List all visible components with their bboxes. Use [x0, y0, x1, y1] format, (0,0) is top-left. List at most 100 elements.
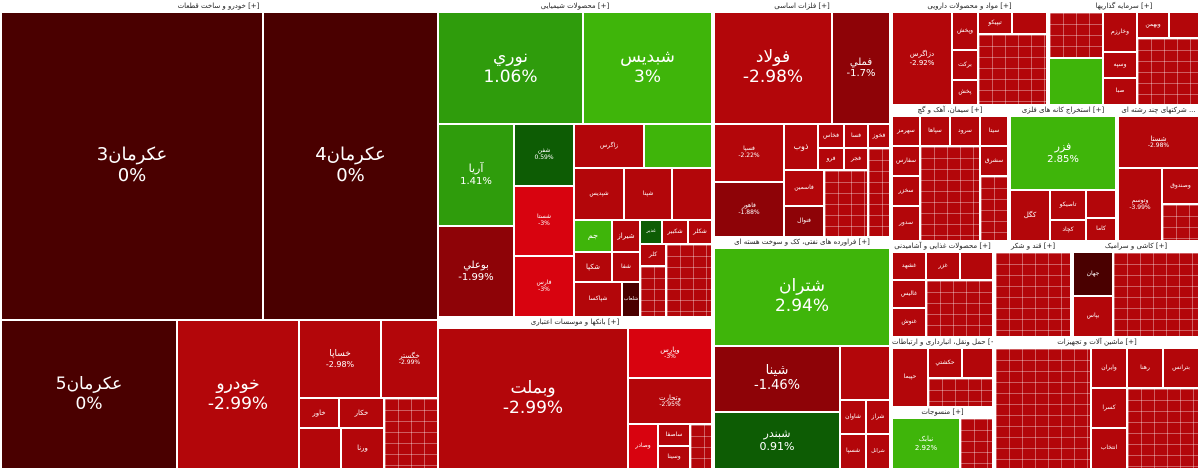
- stock-tile[interactable]: شکپا: [574, 252, 612, 282]
- stock-tile[interactable]: سدور: [892, 206, 920, 241]
- small-stocks-group[interactable]: [1127, 388, 1199, 468]
- small-stocks-group[interactable]: [824, 170, 868, 237]
- stock-tile[interactable]: عکرمان4 0%: [263, 12, 438, 320]
- stock-tile[interactable]: رهنا: [1127, 348, 1163, 388]
- stock-tile[interactable]: خکار: [339, 398, 384, 428]
- stock-tile[interactable]: کچاد: [1050, 220, 1086, 241]
- stock-tile[interactable]: جم: [574, 220, 612, 252]
- stock-tile[interactable]: ورنا: [341, 428, 384, 468]
- stock-tile[interactable]: شفا: [612, 252, 640, 282]
- stock-tile[interactable]: [960, 252, 993, 280]
- stock-tile[interactable]: وپخش: [952, 12, 978, 50]
- stock-tile[interactable]: غدير: [640, 220, 662, 244]
- stock-tile[interactable]: شاوان: [840, 400, 866, 434]
- sector-title[interactable]: منسوجات [+]: [892, 407, 993, 418]
- stock-tile[interactable]: وبملت -2.99%: [438, 328, 628, 468]
- stock-tile[interactable]: ذوب: [784, 124, 818, 170]
- sector-title[interactable]: بانکها و موسسات اعتباری [+]: [438, 317, 712, 328]
- stock-tile[interactable]: جهان: [1073, 252, 1113, 296]
- stock-tile[interactable]: عکرمان5 0%: [1, 320, 177, 468]
- stock-tile[interactable]: [1012, 12, 1047, 34]
- stock-tile[interactable]: عکرمان3 0%: [1, 12, 263, 320]
- sector-title[interactable]: حمل ونقل، انبارداری و ارتباطات [+]: [892, 337, 993, 348]
- stock-tile[interactable]: غنوش: [892, 308, 926, 337]
- stock-tile[interactable]: غشهد: [892, 252, 926, 280]
- stock-tile[interactable]: شکلر: [688, 220, 712, 244]
- stock-tile[interactable]: سشرق: [980, 146, 1008, 176]
- small-stocks-group[interactable]: [920, 146, 980, 241]
- small-stocks-group[interactable]: [980, 176, 1008, 241]
- sector-title[interactable]: سیمان، آهک و گچ [+]: [892, 105, 1008, 116]
- stock-tile[interactable]: فولاد -2.98%: [714, 12, 832, 124]
- small-stocks-group[interactable]: [640, 266, 666, 317]
- sector-title[interactable]: مواد و محصولات دارویی [+]: [892, 1, 1047, 12]
- sector-title[interactable]: قند و شکر [+]: [995, 241, 1071, 252]
- stock-tile[interactable]: بترانس: [1163, 348, 1199, 388]
- stock-tile[interactable]: خودرو -2.99%: [177, 320, 299, 468]
- sector-title[interactable]: فلزات اساسی [+]: [714, 1, 890, 12]
- small-stocks-group[interactable]: [1162, 204, 1199, 241]
- stock-tile[interactable]: فاهور -1.88%: [714, 182, 784, 237]
- stock-tile[interactable]: حکشتي: [928, 348, 962, 378]
- stock-tile[interactable]: وسپه: [1103, 52, 1137, 78]
- stock-tile[interactable]: شبديس 3%: [583, 12, 712, 124]
- stock-tile[interactable]: [672, 168, 712, 220]
- stock-tile[interactable]: خگستر -2.99%: [381, 320, 438, 398]
- stock-tile[interactable]: وسينا: [658, 446, 690, 468]
- stock-tile[interactable]: سخزر: [892, 176, 920, 206]
- stock-tile[interactable]: دزاگرس -2.92%: [892, 12, 952, 105]
- stock-tile[interactable]: سرود: [950, 116, 980, 146]
- stock-tile[interactable]: فاسمين: [784, 170, 824, 206]
- stock-tile[interactable]: پخش: [952, 80, 978, 105]
- stock-tile[interactable]: خاور: [299, 398, 339, 428]
- stock-tile[interactable]: شستا -3%: [514, 186, 574, 256]
- stock-tile[interactable]: [962, 348, 993, 378]
- stock-tile[interactable]: شپديس: [574, 168, 624, 220]
- stock-tile[interactable]: شرانل: [866, 434, 890, 468]
- stock-tile[interactable]: فسا: [844, 124, 868, 148]
- small-stocks-group[interactable]: [690, 424, 712, 468]
- stock-tile[interactable]: فزر 2.85%: [1010, 116, 1116, 190]
- stock-tile[interactable]: فخاس: [818, 124, 844, 148]
- sector-title[interactable]: محصولات غذایی و آشامیدنی [+]: [892, 241, 993, 252]
- stock-tile[interactable]: زاگرس: [574, 124, 644, 168]
- stock-tile[interactable]: وپارس -3%: [628, 328, 712, 378]
- stock-tile[interactable]: فجر: [844, 148, 868, 170]
- small-stocks-group[interactable]: [995, 252, 1071, 337]
- sector-title[interactable]: خودرو و ساخت قطعات [+]: [1, 1, 436, 12]
- stock-tile[interactable]: شکبیر: [662, 220, 688, 244]
- sector-title[interactable]: محصولات شیمیایی [+]: [438, 1, 712, 12]
- stock-tile[interactable]: [299, 428, 341, 468]
- sector-title[interactable]: سرمایه گذاریها [+]: [1049, 1, 1199, 12]
- stock-tile[interactable]: فملي -1.7%: [832, 12, 890, 124]
- sector-title[interactable]: کاشی و سرامیک [+]: [1073, 241, 1199, 252]
- stock-tile[interactable]: فرو: [818, 148, 844, 170]
- small-stocks-group[interactable]: [960, 418, 993, 468]
- stock-tile[interactable]: [1049, 58, 1103, 105]
- small-stocks-group[interactable]: [384, 398, 438, 468]
- stock-tile[interactable]: صبا: [1103, 78, 1137, 105]
- stock-tile[interactable]: ساصفا: [658, 424, 690, 446]
- stock-tile[interactable]: وتجارت -2.95%: [628, 378, 712, 424]
- sector-title[interactable]: فراورده های نفتی، کک و سوخت هسته ای [+]: [714, 237, 890, 248]
- stock-tile[interactable]: آريا 1.41%: [438, 124, 514, 226]
- stock-tile[interactable]: شپنا: [624, 168, 672, 220]
- stock-tile[interactable]: [1086, 190, 1116, 218]
- stock-tile[interactable]: سيتا: [980, 116, 1008, 146]
- sector-title[interactable]: شرکتهای چند رشته ای ...: [1118, 105, 1199, 116]
- small-stocks-group[interactable]: [1049, 12, 1103, 58]
- stock-tile[interactable]: شيراز: [612, 220, 640, 252]
- stock-tile[interactable]: شفن 0.59%: [514, 124, 574, 186]
- stock-tile[interactable]: کسرا: [1091, 388, 1127, 428]
- stock-tile[interactable]: فنوال: [784, 206, 824, 237]
- stock-tile[interactable]: کلر: [640, 244, 666, 266]
- stock-tile[interactable]: [1169, 12, 1199, 38]
- stock-tile[interactable]: فسپا -2.22%: [714, 124, 784, 182]
- small-stocks-group[interactable]: [978, 34, 1047, 105]
- small-stocks-group[interactable]: [995, 348, 1091, 468]
- stock-tile[interactable]: وصندوق: [1162, 168, 1199, 204]
- stock-tile[interactable]: نبابک 2.92%: [892, 418, 960, 468]
- stock-tile[interactable]: وتوسم -3.99%: [1118, 168, 1162, 241]
- stock-tile[interactable]: سپاها: [920, 116, 950, 146]
- small-stocks-group[interactable]: [1113, 252, 1199, 337]
